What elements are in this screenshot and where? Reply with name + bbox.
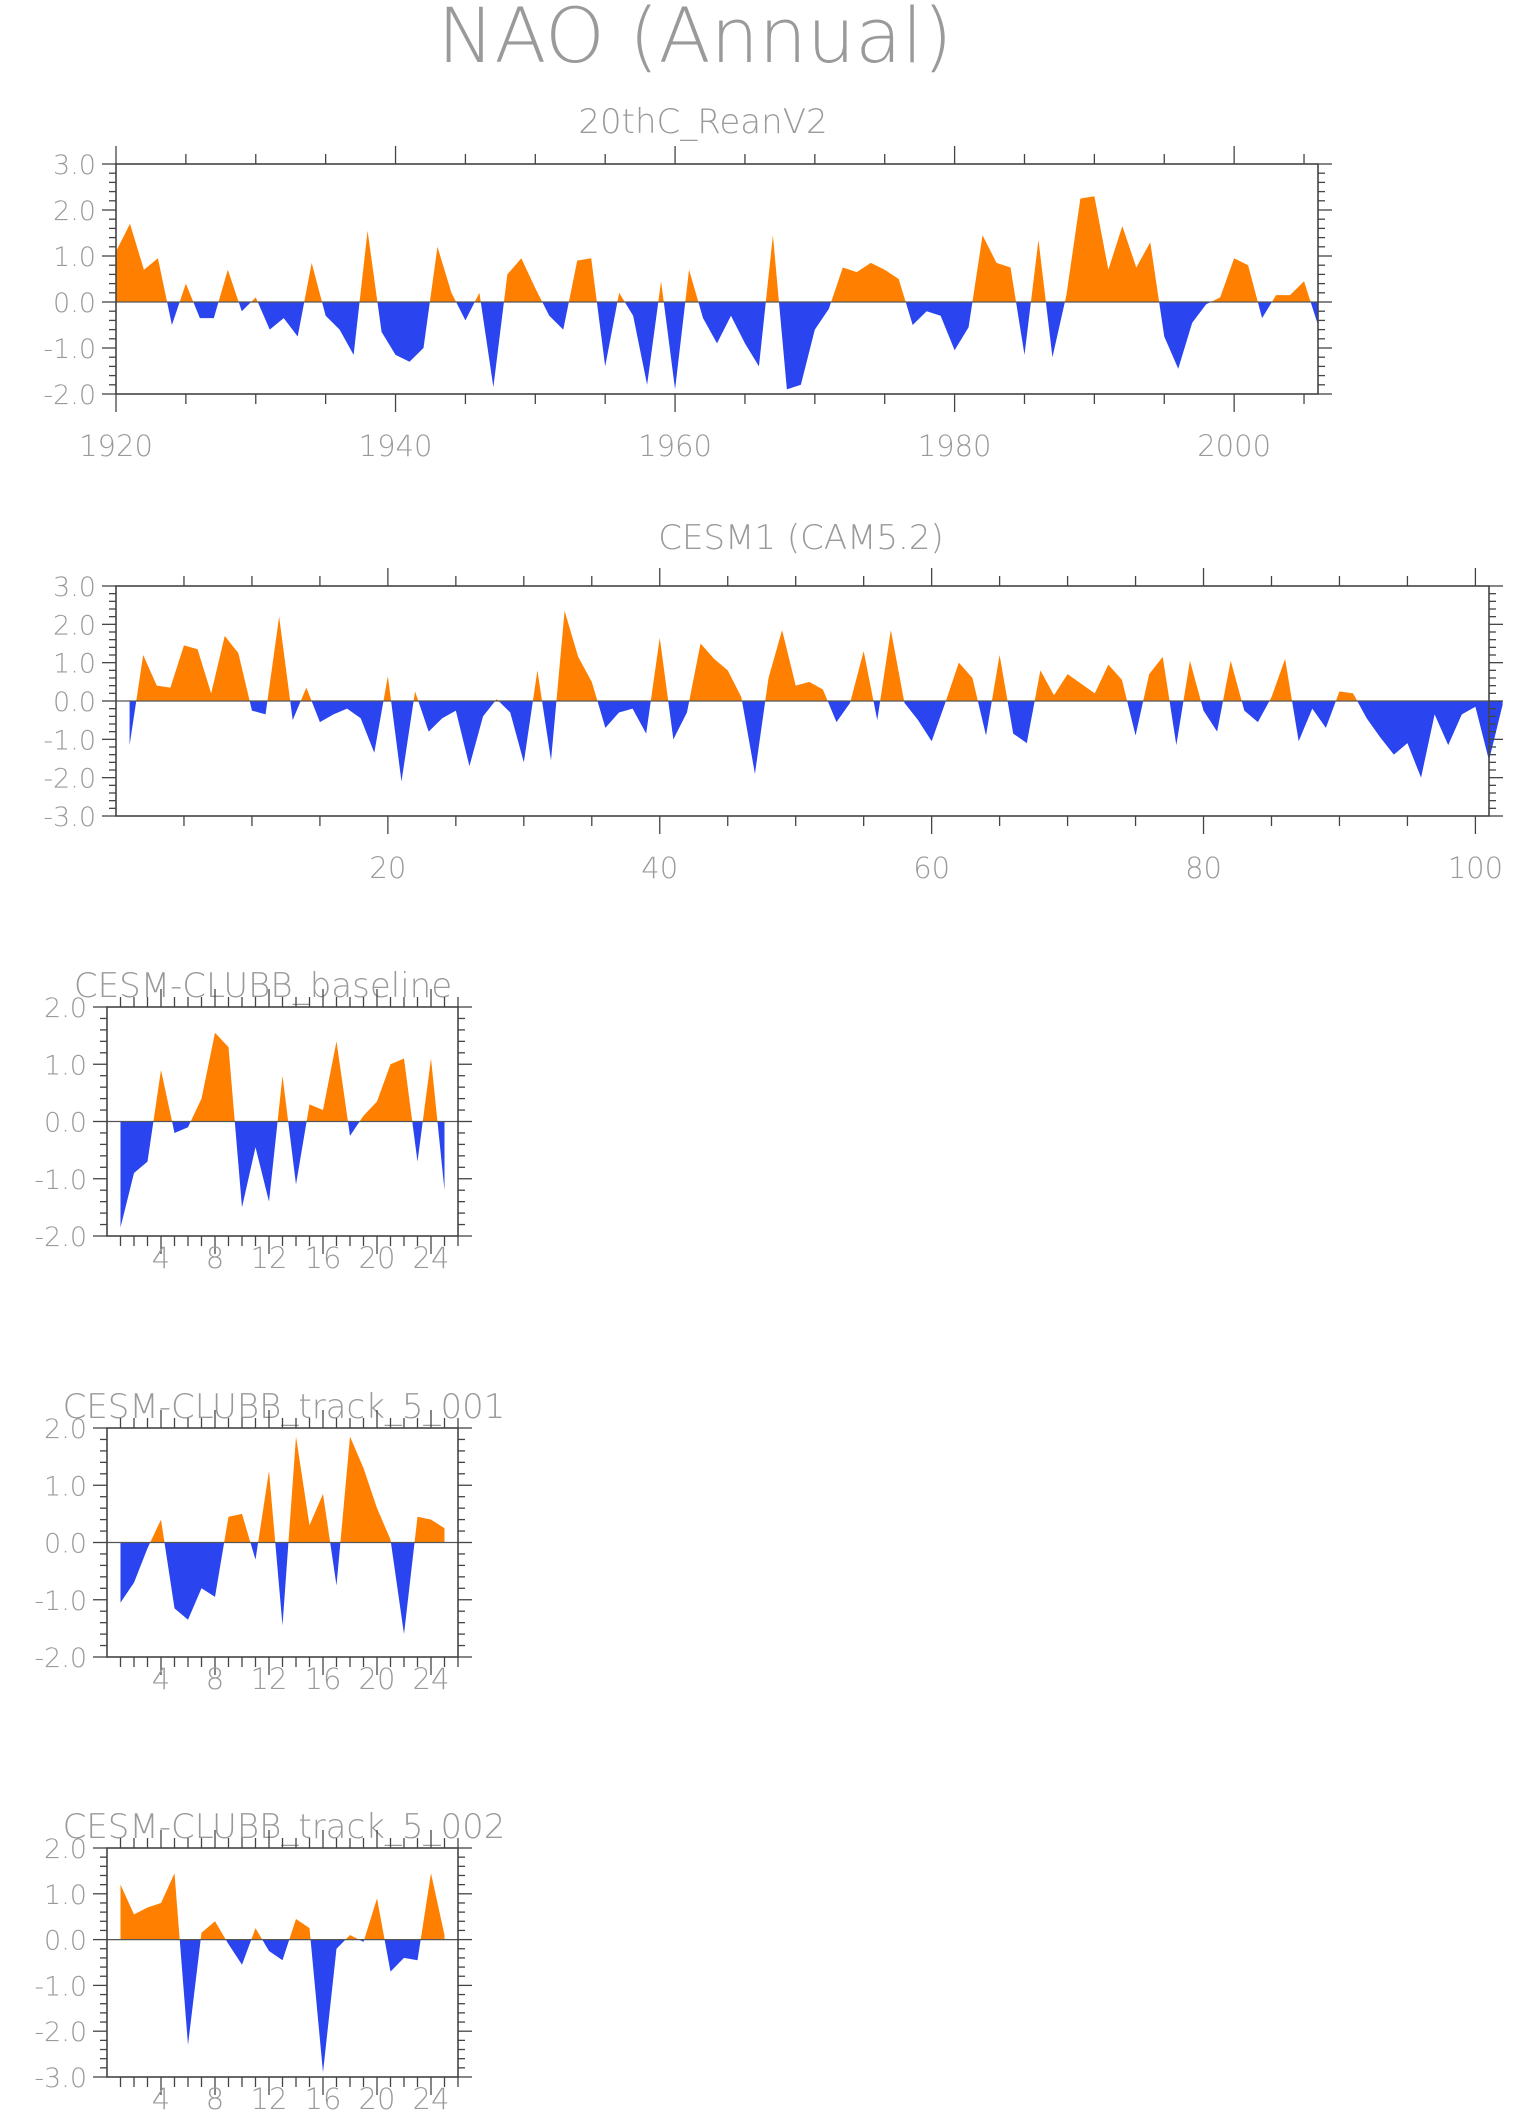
x-tick-label: 20 (359, 1241, 396, 1275)
y-tick-label: -2.0 (43, 380, 96, 411)
y-tick-label: 2.0 (53, 196, 96, 227)
panel-title: 20thC_ReanV2 (578, 102, 827, 142)
y-tick-label: 0.0 (44, 1108, 87, 1139)
x-tick-label: 40 (641, 851, 678, 885)
x-tick-label: 1940 (359, 429, 433, 463)
x-tick-label: 1960 (638, 429, 712, 463)
x-tick-label: 60 (913, 851, 950, 885)
negative-area (120, 1542, 415, 1635)
y-tick-label: 1.0 (53, 649, 96, 680)
x-tick-label: 12 (251, 1662, 288, 1696)
positive-area (150, 1436, 445, 1543)
y-tick-label: -1.0 (43, 334, 96, 365)
negative-area (120, 1121, 445, 1228)
x-tick-label: 24 (413, 1241, 450, 1275)
negative-area (179, 1939, 421, 2073)
panel-cesm-clubb-track-5-002: CESM-CLUBB_track_5_002 -3.0 -2.0 -1.0 0.0 1.… (34, 1807, 505, 2116)
y-tick-label: 0.0 (53, 288, 96, 319)
positive-area (136, 610, 1358, 701)
x-tick-label: 16 (305, 1662, 342, 1696)
x-tick-label: 4 (152, 1662, 170, 1696)
y-tick-label: 3.0 (53, 150, 96, 181)
y-tick-label: -2.0 (34, 1643, 87, 1674)
positive-area (120, 1873, 445, 1940)
y-tick-label: -2.0 (34, 2017, 87, 2048)
panel-cesm1-cam5: CESM1 (CAM5.2) -3.0 -2.0 -1.0 0.0 1.0 2.0 3.0 2… (43, 518, 1503, 885)
y-tick-label: -1.0 (43, 725, 96, 756)
x-tick-label: 20 (359, 1662, 396, 1696)
x-tick-label: 8 (206, 1241, 224, 1275)
x-tick-label: 16 (305, 1241, 342, 1275)
y-tick-label: -3.0 (43, 802, 96, 833)
x-tick-label: 16 (305, 2082, 342, 2116)
x-tick-label: 8 (206, 1662, 224, 1696)
x-tick-label: 24 (413, 2082, 450, 2116)
x-tick-label: 80 (1185, 851, 1222, 885)
y-tick-label: -3.0 (34, 2063, 87, 2094)
x-tick-label: 4 (152, 1241, 170, 1275)
x-tick-label: 1980 (918, 429, 992, 463)
positive-area (153, 1032, 438, 1122)
panel-title: CESM-CLUBB_track_5_001 (63, 1387, 506, 1427)
x-tick-label: 20 (369, 851, 406, 885)
panel-title: CESM-CLUBB_baseline (74, 966, 452, 1006)
x-tick-label: 12 (251, 2082, 288, 2116)
panel-title: CESM-CLUBB_track_5_002 (63, 1807, 506, 1847)
panel-title: CESM1 (CAM5.2) (658, 518, 944, 558)
y-tick-label: 2.0 (44, 993, 87, 1024)
plot-frame (115, 163, 1319, 395)
y-tick-label: -2.0 (34, 1222, 87, 1253)
y-tick-label: -2.0 (43, 764, 96, 795)
y-tick-label: 2.0 (53, 610, 96, 641)
y-tick-label: 2.0 (44, 1834, 87, 1865)
panel-cesm-clubb-baseline: CESM-CLUBB_baseline -2.0-1.00.01.02.04 8 1… (34, 966, 472, 1275)
x-tick-label: 8 (206, 2082, 224, 2116)
negative-area (167, 302, 1318, 390)
y-tick-label: 3.0 (53, 572, 96, 603)
x-tick-label: 4 (152, 2082, 170, 2116)
y-tick-label: 1.0 (44, 1050, 87, 1081)
x-tick-label: 1920 (79, 429, 153, 463)
y-tick-label: -1.0 (34, 1165, 87, 1196)
panel-cesm-clubb-track-5-001: CESM-CLUBB_track_5_001 -2.0 -1.0 0.0 1.0 2.0… (34, 1387, 505, 1696)
y-tick-label: 2.0 (44, 1414, 87, 1445)
panel-20thc-reanv2: 20thC_ReanV2 -2.0 -1.0 0.0 1.0 2.0 3.0 1920 194… (43, 102, 1332, 463)
y-tick-label: 0.0 (44, 1529, 87, 1560)
figure-title: NAO (Annual) (438, 0, 953, 80)
negative-area (129, 701, 1503, 782)
x-tick-label: 20 (359, 2082, 396, 2116)
plot-frame (106, 1847, 459, 2078)
y-tick-label: 0.0 (44, 1926, 87, 1957)
x-tick-label: 100 (1448, 851, 1503, 885)
y-tick-label: -1.0 (34, 1971, 87, 2002)
y-tick-label: 0.0 (53, 687, 96, 718)
x-tick-label: 12 (251, 1241, 288, 1275)
x-tick-label: 2000 (1197, 429, 1271, 463)
y-tick-label: 1.0 (44, 1471, 87, 1502)
y-tick-label: -1.0 (34, 1586, 87, 1617)
y-tick-label: 1.0 (44, 1880, 87, 1911)
x-tick-label: 24 (413, 1662, 450, 1696)
positive-area (116, 196, 1311, 302)
y-tick-label: 1.0 (53, 242, 96, 273)
